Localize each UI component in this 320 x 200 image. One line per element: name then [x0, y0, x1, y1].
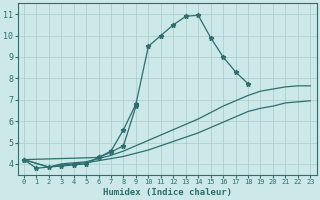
X-axis label: Humidex (Indice chaleur): Humidex (Indice chaleur)	[103, 188, 232, 197]
